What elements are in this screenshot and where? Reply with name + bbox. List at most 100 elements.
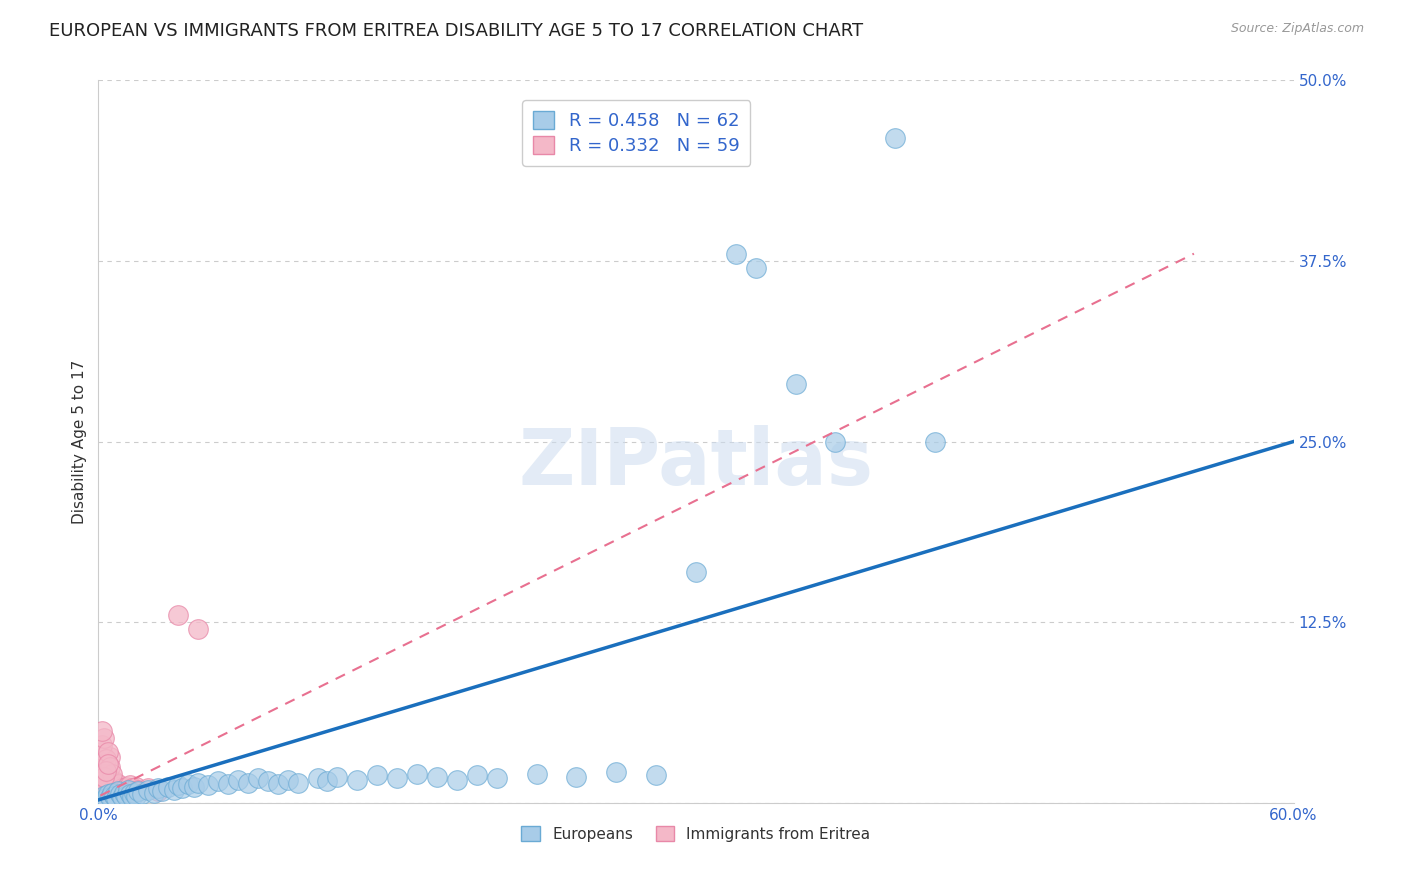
Point bbox=[120, 787, 142, 801]
Point bbox=[97, 767, 120, 781]
Point bbox=[465, 768, 488, 782]
Point bbox=[91, 767, 114, 781]
Point bbox=[93, 764, 115, 778]
Point bbox=[150, 784, 173, 798]
Point bbox=[346, 772, 368, 787]
Point bbox=[187, 775, 209, 789]
Point bbox=[97, 775, 120, 789]
Point bbox=[105, 780, 128, 794]
Point bbox=[93, 786, 115, 800]
Point bbox=[143, 786, 166, 800]
Legend: Europeans, Immigrants from Eritrea: Europeans, Immigrants from Eritrea bbox=[513, 818, 879, 849]
Point bbox=[183, 780, 205, 794]
Point bbox=[207, 774, 229, 789]
Point bbox=[97, 782, 120, 797]
Text: ZIPatlas: ZIPatlas bbox=[519, 425, 873, 501]
Point bbox=[197, 779, 219, 793]
Point bbox=[107, 784, 129, 798]
Point bbox=[103, 789, 125, 803]
Point bbox=[884, 131, 907, 145]
Point bbox=[93, 770, 115, 784]
Point bbox=[96, 784, 118, 798]
Point bbox=[326, 770, 349, 784]
Point bbox=[111, 790, 134, 805]
Point bbox=[645, 768, 668, 782]
Point bbox=[101, 786, 124, 800]
Point bbox=[385, 771, 409, 785]
Point bbox=[406, 767, 429, 781]
Point bbox=[167, 607, 190, 622]
Point bbox=[91, 738, 114, 752]
Point bbox=[316, 774, 339, 789]
Point bbox=[105, 791, 128, 805]
Text: EUROPEAN VS IMMIGRANTS FROM ERITREA DISABILITY AGE 5 TO 17 CORRELATION CHART: EUROPEAN VS IMMIGRANTS FROM ERITREA DISA… bbox=[49, 22, 863, 40]
Point bbox=[93, 774, 115, 789]
Point bbox=[89, 793, 111, 807]
Point bbox=[98, 760, 122, 774]
Point bbox=[101, 777, 124, 791]
Point bbox=[157, 780, 180, 794]
Point bbox=[187, 623, 209, 637]
Point bbox=[97, 787, 120, 801]
Point bbox=[112, 786, 135, 800]
Text: Source: ZipAtlas.com: Source: ZipAtlas.com bbox=[1230, 22, 1364, 36]
Point bbox=[287, 775, 309, 789]
Point bbox=[96, 790, 118, 805]
Point bbox=[124, 786, 146, 800]
Point bbox=[745, 261, 768, 276]
Point bbox=[107, 777, 129, 791]
Point bbox=[105, 786, 128, 800]
Point bbox=[526, 767, 548, 781]
Point bbox=[127, 784, 149, 798]
Point bbox=[93, 731, 115, 745]
Point bbox=[96, 777, 118, 791]
Point bbox=[98, 749, 122, 764]
Point bbox=[256, 774, 278, 789]
Point bbox=[565, 770, 588, 784]
Point bbox=[93, 781, 115, 796]
Point bbox=[163, 782, 186, 797]
Point bbox=[446, 772, 468, 787]
Point bbox=[96, 764, 118, 778]
Point bbox=[426, 770, 449, 784]
Point bbox=[91, 789, 114, 803]
Point bbox=[97, 756, 120, 771]
Point bbox=[824, 434, 846, 449]
Point bbox=[103, 787, 125, 801]
Point bbox=[98, 772, 122, 787]
Point bbox=[136, 782, 159, 797]
Point bbox=[167, 779, 190, 793]
Point bbox=[91, 793, 114, 807]
Point bbox=[124, 784, 146, 798]
Point bbox=[101, 789, 124, 803]
Point bbox=[107, 784, 129, 798]
Point bbox=[177, 777, 200, 791]
Point bbox=[236, 775, 259, 789]
Point bbox=[226, 772, 249, 787]
Point bbox=[117, 782, 139, 797]
Point bbox=[101, 782, 124, 797]
Point bbox=[121, 781, 143, 796]
Point bbox=[112, 784, 135, 798]
Point bbox=[148, 784, 170, 798]
Point bbox=[93, 791, 115, 805]
Point bbox=[103, 781, 125, 796]
Point bbox=[110, 787, 132, 801]
Point bbox=[96, 752, 118, 766]
Point bbox=[120, 779, 142, 793]
Point bbox=[307, 771, 329, 785]
Point bbox=[136, 781, 159, 796]
Point bbox=[724, 246, 747, 260]
Y-axis label: Disability Age 5 to 17: Disability Age 5 to 17 bbox=[72, 359, 87, 524]
Point bbox=[127, 782, 149, 797]
Point bbox=[267, 777, 290, 791]
Point bbox=[785, 376, 807, 391]
Point bbox=[117, 782, 139, 797]
Point bbox=[91, 756, 114, 770]
Point bbox=[277, 772, 299, 787]
Point bbox=[110, 782, 132, 797]
Point bbox=[172, 781, 194, 796]
Point bbox=[125, 780, 148, 794]
Point bbox=[98, 790, 122, 805]
Point bbox=[98, 781, 122, 796]
